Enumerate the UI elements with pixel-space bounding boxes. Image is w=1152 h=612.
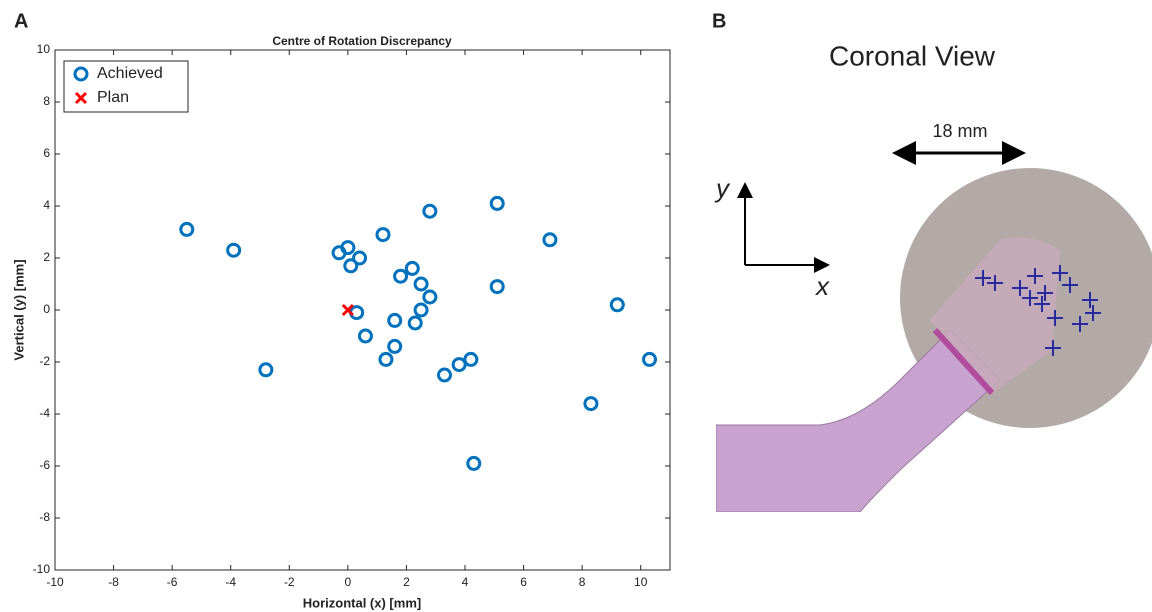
scatter-point <box>422 289 438 305</box>
y-tick-label: 6 <box>43 146 50 160</box>
y-tick-label: 10 <box>37 42 51 56</box>
y-axis-label: Vertical (y) [mm] <box>11 259 26 360</box>
scatter-point <box>542 232 558 248</box>
scatter-point <box>393 268 409 284</box>
x-tick-label: -6 <box>167 575 178 589</box>
scatter-point <box>413 276 429 292</box>
scatter-point <box>343 258 359 274</box>
panel-b: B Coronal View 18 mm y x <box>712 10 1152 512</box>
scatter-point <box>179 221 195 237</box>
x-tick-label: -8 <box>108 575 119 589</box>
y-tick-label: 0 <box>43 302 50 316</box>
chart-title: Centre of Rotation Discrepancy <box>272 34 452 48</box>
x-tick-label: 8 <box>579 575 586 589</box>
x-tick-label: 4 <box>462 575 469 589</box>
y-tick-label: -10 <box>33 562 51 576</box>
x-tick-label: -2 <box>284 575 295 589</box>
x-tick-label: 2 <box>403 575 410 589</box>
scatter-point <box>466 455 482 471</box>
cor-markers <box>975 265 1101 356</box>
scatter-point <box>375 227 391 243</box>
scatter-point <box>226 242 242 258</box>
y-tick-label: 4 <box>43 198 50 212</box>
scatter-point <box>463 351 479 367</box>
marker-stroke <box>74 91 88 105</box>
x-tick-label: 10 <box>634 575 648 589</box>
scatter-point <box>422 203 438 219</box>
panel-label: B <box>712 10 726 32</box>
y-tick-label: -4 <box>39 406 50 420</box>
scatter-point <box>340 240 356 256</box>
taper-ring <box>932 327 995 396</box>
x-axis-label: Horizontal (x) [mm] <box>303 595 421 610</box>
scatter-point <box>357 328 373 344</box>
scatter-point <box>378 351 394 367</box>
marker-stroke <box>341 303 354 317</box>
scatter-point <box>609 297 625 313</box>
scatter-point <box>451 357 467 373</box>
y-tick-label: 2 <box>43 250 50 264</box>
y-tick-label: -6 <box>39 458 50 472</box>
scatter-point <box>489 279 505 295</box>
y-tick-label: -8 <box>39 510 50 524</box>
scatter-point <box>583 396 599 412</box>
scatter-point <box>387 338 403 354</box>
view-title: Coronal View <box>829 40 996 71</box>
y-tick-label: -2 <box>39 354 50 368</box>
y-tick-label: 8 <box>43 94 50 108</box>
axis-letter: y <box>714 173 731 203</box>
marker <box>73 66 89 82</box>
scatter-point <box>407 315 423 331</box>
x-tick-label: -10 <box>46 575 64 589</box>
scatter-point <box>489 195 505 211</box>
x-tick-label: 6 <box>520 575 527 589</box>
scatter-point <box>437 367 452 383</box>
panel-label: A <box>14 10 28 32</box>
scatter-point <box>258 362 274 378</box>
legend-label: Achieved <box>97 65 163 82</box>
legend-label: Plan <box>97 89 129 106</box>
scatter-point <box>387 312 403 328</box>
scatter-point <box>341 303 354 317</box>
scale-label: 18 mm <box>932 121 987 141</box>
implant-render <box>716 168 1152 512</box>
scatter-point <box>413 302 429 318</box>
x-tick-label: -4 <box>225 575 236 589</box>
axis-letter: x <box>814 271 830 301</box>
marker <box>74 91 88 105</box>
scatter-point <box>352 250 368 266</box>
x-tick-label: 0 <box>345 575 352 589</box>
scatter-point <box>642 351 657 367</box>
scatter-point <box>404 260 420 276</box>
